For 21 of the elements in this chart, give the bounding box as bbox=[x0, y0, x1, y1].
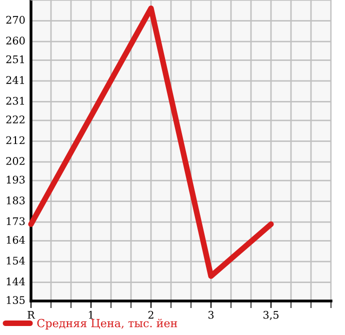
y-tick-label: 270 bbox=[6, 16, 25, 24]
legend-label: Средняя Цена, тыс. йен bbox=[37, 318, 178, 330]
y-tick-label: 154 bbox=[6, 256, 25, 265]
y-tick-label: 231 bbox=[6, 96, 24, 105]
y-tick-label: 241 bbox=[6, 76, 24, 84]
y-tick-label: 202 bbox=[6, 157, 24, 165]
y-tick-label: 193 bbox=[6, 176, 25, 184]
x-tick-label: 1 bbox=[88, 310, 93, 319]
x-tick-label: 3,5 bbox=[264, 310, 278, 320]
y-tick-label: 173 bbox=[6, 217, 25, 226]
y-tick-label: 251 bbox=[6, 55, 24, 64]
y-tick-label: 144 bbox=[6, 277, 25, 286]
y-tick-label: 164 bbox=[6, 236, 25, 244]
y-tick-label: 222 bbox=[6, 116, 24, 124]
y-tick-label: 260 bbox=[6, 36, 25, 45]
x-tick-label: 3 bbox=[208, 310, 214, 319]
x-tick-label: R bbox=[28, 311, 36, 319]
y-tick-label: 212 bbox=[6, 136, 24, 144]
y-tick-label: 183 bbox=[6, 196, 25, 204]
y-tick-label: 135 bbox=[6, 296, 25, 304]
x-tick-label: 2 bbox=[148, 310, 154, 319]
